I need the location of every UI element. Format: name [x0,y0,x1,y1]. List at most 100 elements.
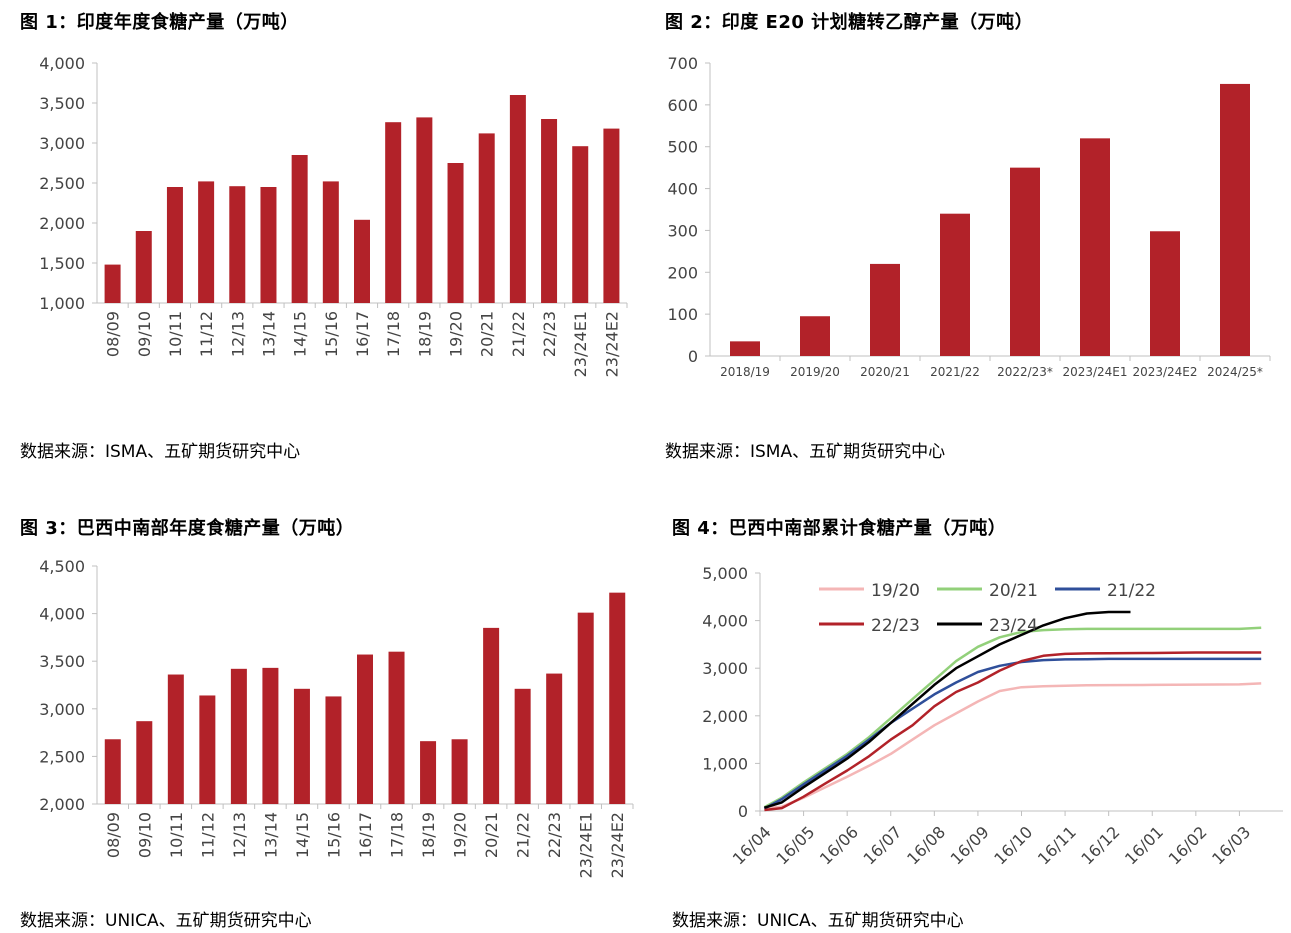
fig4-x-label: 16/01 [1121,822,1167,868]
fig4-ytick-label: 2,000 [702,707,748,726]
fig3-category-label: 12/13 [230,812,249,858]
fig1-bar [322,181,339,303]
fig1-category-label: 15/16 [322,311,341,357]
fig3-category-label: 14/15 [293,812,312,858]
fig1-ytick-label: 3,000 [39,134,85,153]
fig1-category-label: 12/13 [228,311,247,357]
fig1-ytick-label: 1,000 [39,294,85,313]
fig1-category-label: 16/17 [353,311,372,357]
fig1-chart: 1,000 1,500 2,000 2,500 3,000 3,500 4,000 08/09… [39,54,628,377]
fig3-category-label: 18/19 [419,812,438,858]
fig1-category-label: 18/19 [415,311,434,357]
fig1-bar [354,219,370,303]
fig3-bar [293,688,310,804]
fig2-category-label: 2021/22 [930,365,980,379]
fig3-ytick-label: 2,500 [39,747,85,766]
fig1-bar [572,146,589,303]
fig4-source: 数据来源：UNICA、五矿期货研究中心 [672,911,964,931]
fig1-ytick-label: 3,500 [39,94,85,113]
fig4-x-label: 16/05 [772,822,818,868]
fig3-bar [136,721,153,804]
fig1-category-label: 19/20 [447,311,466,357]
fig3-bar [577,612,594,804]
fig3-category-label: 17/18 [388,812,407,858]
fig1-category-label: 21/22 [509,311,528,357]
fig3-bar [262,667,279,804]
fig3-bar [199,695,216,804]
fig1-bar [198,181,215,303]
fig3-category-label: 11/12 [198,812,217,858]
fig4-series-23-24 [764,610,1131,809]
fig2-title: 图 2：印度 E20 计划糖转乙醇产量（万吨） [665,12,1034,33]
fig1-bar [104,264,121,303]
fig3-chart: 2,000 2,500 3,000 3,500 4,000 4,500 08/09 09/10… [39,557,634,878]
fig3-bar [451,739,468,804]
fig4-series-19-20 [764,682,1262,810]
fig2-bar [940,213,970,356]
fig4-ytick-label: 4,000 [702,612,748,631]
fig4-x-label: 16/02 [1165,822,1211,868]
fig3-source: 数据来源：UNICA、五矿期货研究中心 [20,911,312,931]
fig3-category-label: 08/09 [104,812,123,858]
fig1-category-label: 11/12 [197,311,216,357]
fig4-x-label: 16/11 [1034,822,1080,868]
fig1-bar [291,155,308,303]
fig4-series-21-22 [763,657,1262,810]
fig2-ytick-label: 400 [667,180,698,199]
fig4-x-label: 16/09 [947,822,993,868]
legend-label: 20/21 [989,581,1038,601]
fig3-category-label: 19/20 [451,812,470,858]
fig3-bar [546,673,563,804]
fig3-bar [104,739,121,804]
fig3-category-label: 22/23 [545,812,564,858]
fig2-category-label: 2020/21 [860,365,910,379]
fig1-category-label: 20/21 [478,311,497,357]
fig1-category-label: 22/23 [540,311,559,357]
fig3-category-label: 23/24E1 [577,812,596,878]
fig3-title: 图 3：巴西中南部年度食糖产量（万吨） [20,518,355,539]
legend-label: 22/23 [871,616,920,636]
fig1-bar [166,187,183,303]
fig2-category-label: 2022/23* [997,365,1053,379]
fig4-x-label: 16/12 [1077,822,1123,868]
fig3-ytick-label: 4,000 [39,605,85,624]
fig3-bar [388,651,405,804]
fig1-bar [541,119,558,303]
fig2-category-label: 2023/24E1 [1062,365,1127,379]
fig2-bar [870,263,900,356]
fig2-category-label: 2019/20 [790,365,840,379]
fig3-category-label: 23/24E2 [608,812,627,878]
legend-label: 23/24 [989,616,1038,636]
fig4-x-label: 16/06 [816,822,862,868]
fig3-category-label: 09/10 [135,812,154,858]
fig1-bar [447,163,464,303]
fig3-ytick-label: 4,500 [39,557,85,576]
fig2-bar [1150,231,1180,356]
fig1-ytick-label: 2,000 [39,214,85,233]
fig1-bar [135,231,152,303]
fig2-ytick-label: 0 [688,347,698,366]
fig3-bar [167,674,184,804]
fig3-bar [230,668,247,804]
fig1-ytick-label: 1,500 [39,254,85,273]
fig2-bar [730,341,760,356]
fig2-bar [1220,83,1250,356]
fig4-series-20-21 [763,626,1262,809]
fig2-bar [1010,167,1040,356]
legend-label: 19/20 [871,581,920,601]
fig1-ytick-label: 4,000 [39,54,85,73]
fig1-ytick-label: 2,500 [39,174,85,193]
fig2-ytick-label: 600 [667,96,698,115]
fig3-bar [420,741,437,804]
fig3-bar [609,592,626,804]
legend-label: 21/22 [1107,581,1156,601]
fig3-bar [357,654,373,804]
fig2-ytick-label: 100 [667,305,698,324]
fig4-chart: 01,0002,0003,0004,0005,00016/0416/0516/0… [702,564,1283,868]
fig1-title: 图 1：印度年度食糖产量（万吨） [20,12,299,33]
fig3-category-label: 16/17 [356,812,375,858]
fig1-bar [416,117,433,304]
fig1-category-label: 23/24E1 [571,311,590,377]
fig3-category-label: 10/11 [167,812,186,858]
